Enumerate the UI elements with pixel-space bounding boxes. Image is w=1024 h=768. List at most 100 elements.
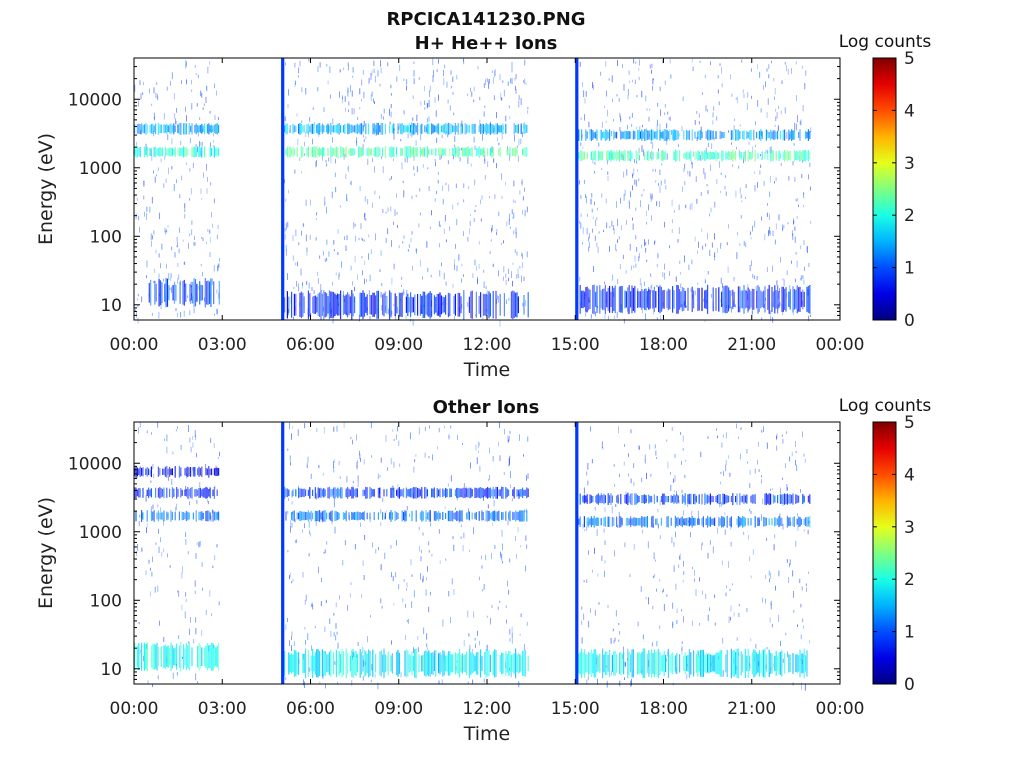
noise-mark: [796, 123, 797, 131]
noise-mark: [353, 108, 355, 115]
band-cell: [756, 131, 758, 139]
noise-mark: [412, 95, 414, 99]
band-cell: [194, 489, 196, 497]
band-cell: [676, 517, 678, 526]
band-cell: [527, 488, 529, 497]
band-cell: [352, 148, 354, 156]
band-cell: [398, 292, 400, 317]
noise-mark: [580, 195, 582, 199]
noise-mark: [773, 544, 775, 551]
noise-mark: [665, 185, 667, 190]
band-cell: [705, 289, 707, 309]
band-cell: [359, 649, 361, 678]
noise-mark: [671, 426, 673, 431]
band-cell: [183, 644, 185, 670]
band-cell: [781, 517, 783, 526]
noise-mark: [642, 634, 644, 640]
band-cell: [307, 123, 309, 135]
noise-mark: [657, 254, 659, 258]
band-cell: [513, 487, 515, 499]
noise-mark: [325, 599, 327, 603]
noise-mark: [352, 75, 354, 78]
band-cell: [173, 281, 176, 304]
band-cell: [382, 147, 384, 157]
noise-mark: [588, 620, 590, 628]
noise-mark: [326, 239, 328, 245]
noise-mark: [151, 571, 153, 577]
noise-mark: [207, 176, 208, 183]
band-cell: [635, 493, 637, 505]
noise-mark: [778, 614, 780, 622]
band-cell: [639, 131, 641, 139]
band-cell: [704, 290, 706, 309]
band-cell: [167, 468, 169, 475]
energy-band: [134, 146, 220, 158]
band-cell: [298, 652, 300, 675]
band-cell: [146, 124, 148, 134]
noise-mark: [473, 527, 474, 535]
band-cell: [621, 151, 623, 161]
noise-mark: [700, 191, 702, 197]
noise-mark: [209, 237, 211, 243]
noise-mark: [138, 427, 139, 434]
noise-mark: [507, 146, 508, 150]
band-cell: [757, 152, 759, 159]
band-cell: [604, 651, 606, 675]
band-cell: [638, 518, 640, 526]
noise-mark: [626, 169, 628, 176]
noise-mark: [189, 168, 191, 172]
band-cell: [711, 654, 713, 672]
band-cell: [733, 291, 735, 307]
band-cell: [152, 511, 154, 521]
band-cell: [475, 291, 477, 318]
band-cell: [468, 296, 470, 313]
noise-mark: [709, 540, 711, 545]
band-cell: [470, 291, 472, 319]
band-cell: [389, 147, 391, 157]
noise-mark: [426, 118, 428, 123]
band-cell: [215, 511, 217, 521]
band-cell: [312, 648, 314, 678]
noise-mark: [629, 574, 631, 578]
noise-mark: [146, 275, 147, 279]
noise-mark: [612, 98, 613, 102]
noise-mark: [719, 63, 721, 66]
band-cell: [585, 654, 587, 673]
band-cell: [152, 123, 154, 134]
band-cell: [319, 650, 321, 676]
band-cell: [645, 495, 647, 503]
band-cell: [415, 648, 417, 679]
noise-mark: [211, 613, 212, 616]
noise-mark: [284, 116, 286, 122]
noise-mark: [762, 597, 763, 603]
band-cell: [424, 291, 426, 318]
band-cell: [582, 652, 584, 674]
noise-mark: [486, 77, 488, 83]
noise-mark: [363, 134, 365, 138]
noise-mark: [758, 469, 760, 473]
noise-mark: [705, 593, 707, 599]
band-cell: [751, 288, 753, 311]
noise-mark: [605, 198, 607, 204]
noise-mark: [810, 127, 812, 133]
noise-mark: [289, 422, 290, 430]
noise-mark: [374, 166, 375, 173]
band-cell: [337, 147, 339, 157]
band-cell: [581, 150, 583, 162]
band-cell: [658, 649, 660, 678]
noise-mark: [685, 459, 687, 462]
band-cell: [501, 125, 503, 133]
noise-mark: [489, 447, 490, 454]
noise-mark: [674, 475, 676, 482]
noise-mark: [635, 61, 637, 64]
band-cell: [201, 647, 203, 666]
band-cell: [412, 655, 414, 671]
band-cell: [795, 289, 797, 309]
band-cell: [407, 293, 409, 316]
band-cell: [330, 511, 332, 521]
band-cell: [160, 488, 162, 498]
noise-mark: [411, 133, 413, 138]
band-cell: [475, 487, 477, 498]
noise-mark: [586, 227, 588, 235]
